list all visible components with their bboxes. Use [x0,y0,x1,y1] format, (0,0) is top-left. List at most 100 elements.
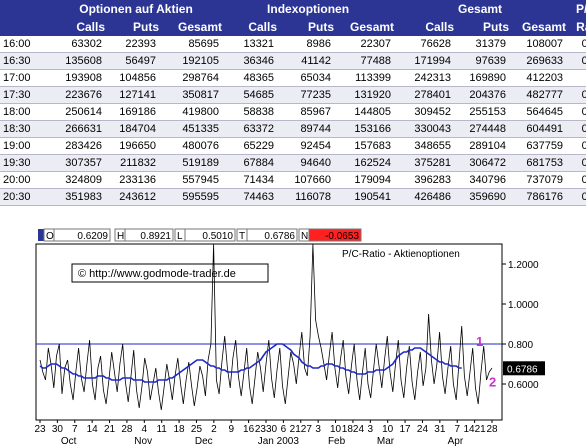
x-day-label: 30 [52,424,64,435]
value-cell: 211832 [105,154,159,172]
readout-n-value: -0.0653 [325,231,359,242]
value-cell: 604491 [509,120,567,138]
value-cell: 681753 [509,154,567,172]
value-cell: 0.83 [566,120,586,138]
x-day-label: 3 [368,424,374,435]
value-cell: 77488 [334,52,395,70]
value-cell: 223676 [50,86,105,104]
x-day-label: 10 [382,424,394,435]
value-cell: 283426 [50,137,105,155]
value-cell: 255153 [454,103,510,121]
table-row: 16:00 63302 22393 85695 13321 8986 22307 76628 3… [0,36,586,53]
readout-marker [38,229,44,241]
value-cell: 274448 [454,120,510,138]
x-day-label: 21 [104,424,116,435]
column-header-calls: Calls [222,18,278,36]
options-volume-table: Optionen auf Aktien Indexoptionen Gesamt… [0,0,586,206]
x-day-label: 17 [400,424,412,435]
header-corner-2 [0,18,50,36]
value-cell: 85967 [277,103,335,121]
column-header-puts: Puts [277,18,335,36]
column-header-gesamt: Gesamt [159,18,223,36]
time-cell: 18:30 [0,120,50,138]
x-day-label: 10 [330,424,342,435]
x-day-label: 11 [156,424,167,435]
group-header-gesamt: Gesamt [394,0,567,18]
readout-t-label: T [239,231,245,242]
x-day-label: 16 [243,424,255,435]
x-day-label: 6 [281,424,287,435]
value-cell: 309452 [394,103,455,121]
readout-l-value: 0.5010 [202,231,233,242]
value-cell: 108007 [509,36,567,53]
readout-h-label: H [117,231,124,242]
column-header-calls: Calls [394,18,455,36]
value-cell: 63302 [50,36,105,53]
value-cell: 127141 [105,86,159,104]
current-value-box [503,361,545,376]
group-header-pc: P/C [566,0,586,18]
value-cell: 451335 [159,120,223,138]
value-cell: 348655 [394,137,455,155]
copyright-box [71,263,269,283]
value-cell: 306472 [454,154,510,172]
x-day-label: 24 [417,424,429,435]
value-cell: 375281 [394,154,455,172]
current-value-label: 0.6786 [507,364,538,375]
x-month-label: Dec [195,436,213,447]
value-cell: 179094 [334,171,395,189]
value-cell: 0.57 [566,52,586,70]
value-cell: 67884 [222,154,278,172]
x-day-label: 4 [142,424,148,435]
value-cell: 193908 [50,69,105,87]
column-header-gesamt: Gesamt [509,18,567,36]
header-corner [0,0,50,18]
value-cell: 266631 [50,120,105,138]
readout-n-value-box [308,228,362,242]
x-day-label: 2127 [290,424,313,435]
value-cell: 116078 [277,188,335,206]
time-cell: 17:30 [0,86,50,104]
value-cell: 85695 [159,36,223,53]
readout-o-value: 0.6209 [77,231,108,242]
column-header-ratio: Ratio [566,18,586,36]
value-cell: 0.86 [566,171,586,189]
value-cell: 233136 [105,171,159,189]
value-cell: 307357 [50,154,105,172]
y-tick-label: 0.6000 [508,380,539,391]
value-cell: 359690 [454,188,510,206]
value-cell: 340796 [454,171,510,189]
value-cell: 0.82 [566,154,586,172]
value-cell: 737079 [509,171,567,189]
group-header-index: Indexoptionen [222,0,395,18]
value-cell: 94640 [277,154,335,172]
time-cell: 19:30 [0,154,50,172]
x-month-label: Jan 2003 [258,436,300,447]
value-cell: 76628 [394,36,455,53]
time-cell: 17:00 [0,69,50,87]
value-cell: 419800 [159,103,223,121]
readout-o-label: O [46,231,54,242]
time-cell: 18:00 [0,103,50,121]
value-cell: 426486 [394,188,455,206]
value-cell: 107660 [277,171,335,189]
readout-h-value-box [124,228,174,242]
x-day-label: 28 [121,424,133,435]
value-cell: 54685 [222,86,278,104]
column-header-puts: Puts [454,18,510,36]
value-cell: 104856 [105,69,159,87]
value-cell: 396283 [394,171,455,189]
table-row: 18:30 266631 184704 451335 63372 89744 153166 3… [0,120,586,138]
y-tick-label: 1.2000 [508,260,539,271]
x-day-label: 9 [228,424,234,435]
copyright-text: © http://www.godmode-trader.de [78,268,236,280]
value-cell: 169186 [105,103,159,121]
value-cell: 113399 [334,69,395,87]
time-cell: 20:30 [0,188,50,206]
value-cell: 350817 [159,86,223,104]
value-cell: 324809 [50,171,105,189]
value-cell: 131920 [334,86,395,104]
time-cell: 16:30 [0,52,50,70]
table-row: 19:30 307357 211832 519189 67884 94640 162524 3… [0,154,586,172]
x-month-label: Apr [448,436,464,447]
